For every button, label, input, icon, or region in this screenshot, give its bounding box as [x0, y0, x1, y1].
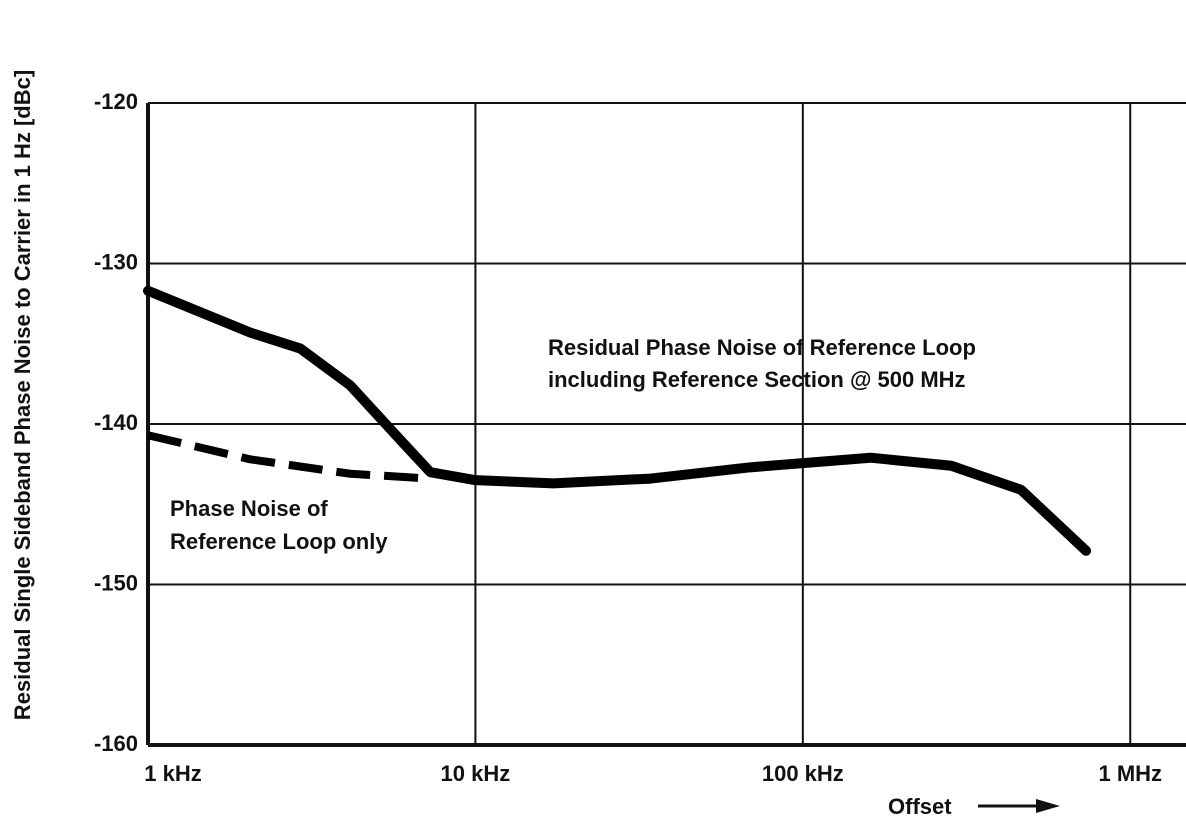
y-tick-label: -150	[94, 570, 138, 595]
x-label-arrow	[978, 799, 1060, 813]
annotation: Residual Phase Noise of Reference Loop	[548, 335, 976, 360]
annotation: Reference Loop only	[170, 529, 388, 554]
x-tick-label: 100 kHz	[762, 761, 844, 786]
annotation: Phase Noise of	[170, 496, 328, 521]
x-axis-label: Offset	[888, 794, 952, 819]
series-line	[147, 431, 431, 483]
y-tick-label: -130	[94, 249, 138, 274]
series-line	[143, 285, 1092, 556]
x-tick-label: 10 kHz	[441, 761, 511, 786]
y-axis-label: Residual Single Sideband Phase Noise to …	[10, 70, 35, 720]
x-tick-label: 1 kHz	[144, 761, 201, 786]
x-tick-label: 1 MHz	[1098, 761, 1162, 786]
annotation: including Reference Section @ 500 MHz	[548, 367, 966, 392]
y-tick-label: -160	[94, 731, 138, 756]
y-tick-label: -120	[94, 89, 138, 114]
y-tick-label: -140	[94, 410, 138, 435]
